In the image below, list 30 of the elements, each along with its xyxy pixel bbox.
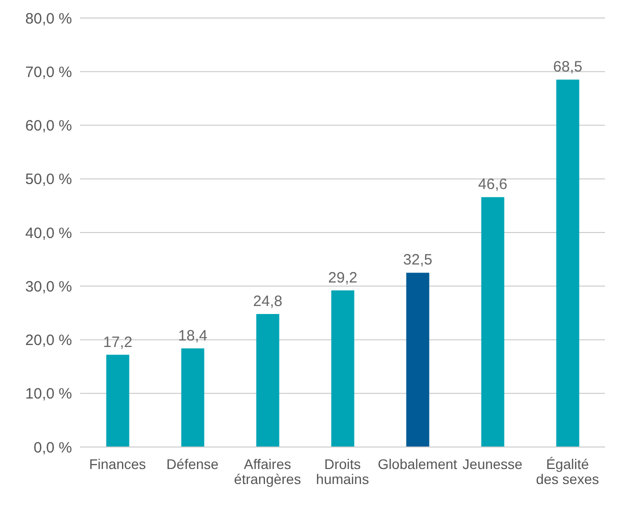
bar bbox=[331, 290, 354, 447]
x-tick-label: Globalement bbox=[378, 456, 458, 472]
y-tick-label: 10,0 % bbox=[25, 386, 72, 403]
data-label: 46,6 bbox=[478, 176, 508, 194]
data-label: 24,8 bbox=[253, 293, 282, 310]
bar bbox=[406, 272, 430, 447]
x-tick-label: Affaires étrangères bbox=[234, 456, 301, 487]
bar bbox=[106, 354, 130, 447]
x-tick-label: Égalité des sexes bbox=[536, 456, 600, 487]
x-tick-label: Finances bbox=[89, 456, 146, 472]
y-tick-label: 0,0 % bbox=[34, 439, 72, 456]
bar bbox=[181, 348, 204, 447]
data-label: 17,2 bbox=[103, 334, 132, 351]
y-tick-label: 70,0 % bbox=[25, 64, 72, 81]
data-label: 32,5 bbox=[403, 252, 432, 269]
data-label: 29,2 bbox=[328, 269, 358, 286]
bar bbox=[481, 197, 504, 447]
y-tick-label: 20,0 % bbox=[25, 332, 72, 350]
y-tick-label: 40,0 % bbox=[25, 224, 72, 242]
y-tick-label: 60,0 % bbox=[25, 118, 72, 135]
y-tick-label: 50,0 % bbox=[25, 171, 72, 188]
x-tick-label: Défense bbox=[166, 456, 219, 472]
bar bbox=[256, 314, 280, 447]
x-tick-label: Droits humains bbox=[316, 456, 369, 487]
y-tick-label: 80,0 % bbox=[25, 10, 72, 28]
data-label: 18,4 bbox=[178, 327, 208, 344]
x-tick-label: Jeunesse bbox=[462, 456, 523, 472]
data-label: 68,5 bbox=[553, 58, 582, 76]
bar bbox=[556, 80, 580, 447]
y-tick-label: 30,0 % bbox=[25, 278, 72, 296]
